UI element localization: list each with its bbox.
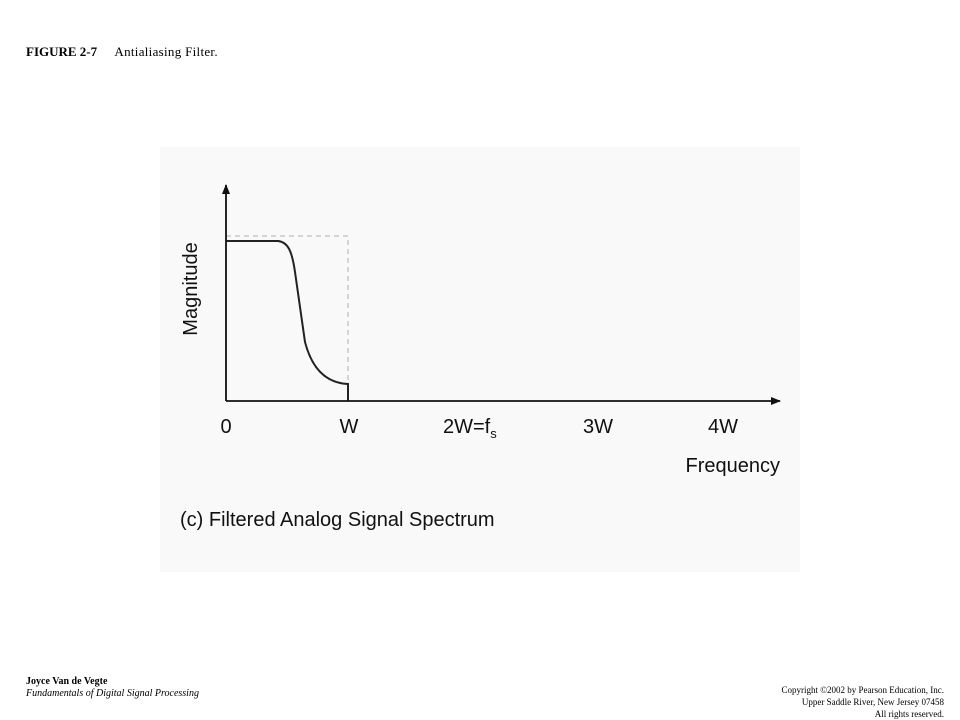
x-axis-label: Frequency — [686, 455, 781, 477]
spectrum-diagram: Magnitude 0 W 2W=fs 3W 4W Frequency (c) … — [160, 147, 800, 572]
tick-label-subscript: s — [490, 426, 497, 441]
copyright-line: Copyright ©2002 by Pearson Education, In… — [781, 685, 944, 695]
figure-label: FIGURE 2-7 — [26, 44, 98, 59]
tick-label-2w-main: 2W=f — [443, 416, 491, 438]
tick-label-4w: 4W — [708, 416, 738, 438]
ideal-filter-outline — [226, 235, 349, 401]
diagram-subtitle: (c) Filtered Analog Signal Spectrum — [180, 509, 495, 531]
footer-attribution: Joyce Van de Vegte Fundamentals of Digit… — [26, 676, 199, 700]
figure-title: FIGURE 2-7 Antialiasing Filter. — [26, 44, 218, 60]
spectrum-plot: Magnitude 0 W 2W=fs 3W 4W Frequency (c) … — [180, 184, 781, 531]
tick-label-w: W — [340, 416, 359, 438]
author-name: Joyce Van de Vegte — [26, 676, 108, 687]
copyright-line: Upper Saddle River, New Jersey 07458 — [801, 697, 944, 707]
copyright-notice: Copyright ©2002 by Pearson Education, In… — [781, 684, 944, 720]
tick-label-2w-fs: 2W=fs — [443, 416, 497, 441]
filtered-spectrum-curve — [226, 240, 349, 401]
y-axis-label: Magnitude — [180, 242, 202, 335]
book-title: Fundamentals of Digital Signal Processin… — [26, 688, 199, 699]
tick-label-0: 0 — [220, 416, 231, 438]
figure-caption: Antialiasing Filter. — [114, 44, 218, 59]
copyright-line: All rights reserved. — [874, 709, 944, 719]
tick-label-3w: 3W — [583, 416, 613, 438]
